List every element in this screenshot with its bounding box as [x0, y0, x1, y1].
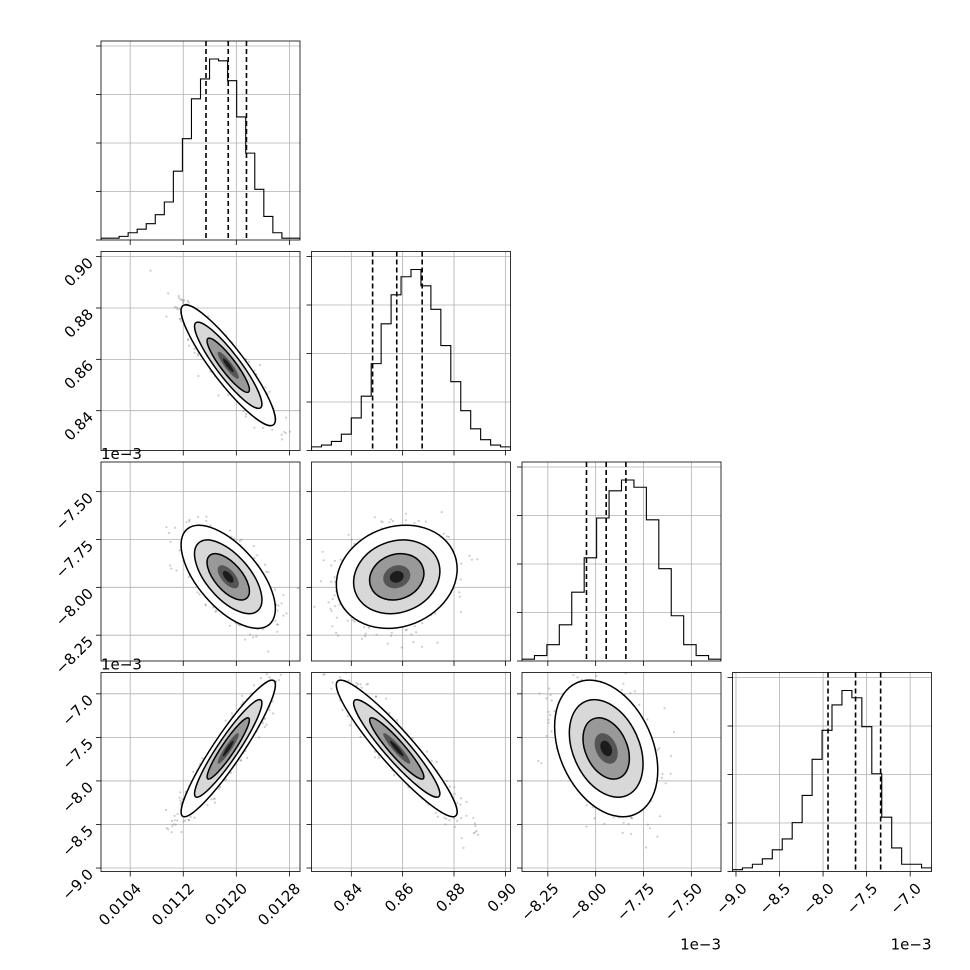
x-tick-label: 0.0120 — [201, 880, 251, 930]
density-contour — [222, 358, 234, 373]
panel-frame — [100, 672, 301, 872]
y-tick-label: −9.0 — [59, 865, 97, 903]
x-tick-label: 0.0104 — [95, 880, 145, 930]
histogram-panel-p1 — [306, 251, 511, 451]
y-offset-label: 1e−3 — [101, 656, 142, 674]
x-tick-label: −8.5 — [756, 880, 794, 918]
panel-frame — [311, 461, 511, 662]
panel-frame — [732, 672, 932, 872]
x-tick-label: −7.5 — [843, 880, 881, 918]
panel-frame — [521, 672, 722, 872]
panel-frame — [100, 461, 301, 662]
density-contour — [222, 740, 234, 757]
x-tick-label: 0.86 — [381, 880, 417, 916]
x-tick-label: 0.84 — [330, 880, 366, 916]
x-tick-label: 0.0128 — [254, 880, 304, 930]
x-offset-label: 1e−3 — [891, 936, 932, 954]
x-offset-label: 1e−3 — [680, 936, 721, 954]
histogram-panel-p3 — [727, 672, 932, 872]
x-tick-label: 0.90 — [484, 880, 520, 916]
y-tick-label: −7.75 — [52, 537, 97, 582]
density-contour — [389, 740, 404, 757]
histogram-line — [311, 268, 511, 451]
y-tick-label: 0.84 — [61, 408, 97, 444]
x-tick-label: −7.75 — [613, 880, 658, 925]
density-contour — [600, 740, 613, 757]
panel-frame — [521, 461, 722, 662]
y-tick-label: −8.5 — [59, 822, 97, 860]
histogram-panel-p0 — [96, 40, 301, 241]
histogram-line — [732, 689, 932, 872]
x-tick-label: −8.25 — [517, 880, 562, 925]
scatter-panel-p1-p2 — [311, 462, 511, 661]
scatter-panel-p2-p3 — [522, 672, 721, 872]
histogram-line — [101, 58, 300, 240]
histogram-panel-p2 — [517, 461, 722, 662]
y-tick-label: −8.25 — [52, 632, 97, 677]
scatter-panel-p0-p3 — [101, 672, 300, 872]
y-offset-label: 1e−3 — [101, 445, 142, 463]
density-contour — [222, 570, 234, 583]
x-tick-label: 0.0112 — [148, 880, 198, 930]
panel-frame — [100, 40, 301, 241]
y-tick-label: −8.00 — [52, 585, 97, 630]
y-tick-label: −7.5 — [59, 735, 97, 773]
scatter-panel-p0-p1 — [101, 251, 300, 451]
density-contour — [389, 570, 404, 583]
panel-frame — [311, 251, 511, 451]
panel-frame — [100, 251, 301, 451]
panel-frame — [311, 672, 511, 872]
x-tick-label: −7.0 — [886, 880, 924, 918]
y-tick-label: 0.86 — [61, 357, 97, 393]
histogram-line — [522, 479, 721, 661]
x-tick-label: 0.88 — [432, 880, 468, 916]
y-tick-label: −7.50 — [52, 489, 97, 534]
x-tick-label: −8.00 — [565, 880, 610, 925]
y-tick-label: 0.88 — [61, 305, 97, 341]
x-tick-label: −8.0 — [799, 880, 837, 918]
y-tick-label: −7.0 — [59, 691, 97, 729]
x-tick-label: −9.0 — [712, 880, 750, 918]
x-tick-label: −7.50 — [661, 880, 706, 925]
y-tick-label: 0.90 — [61, 254, 97, 290]
scatter-panel-p0-p2 — [101, 462, 300, 661]
y-tick-label: −8.0 — [59, 778, 97, 816]
scatter-panel-p1-p3 — [311, 672, 511, 872]
